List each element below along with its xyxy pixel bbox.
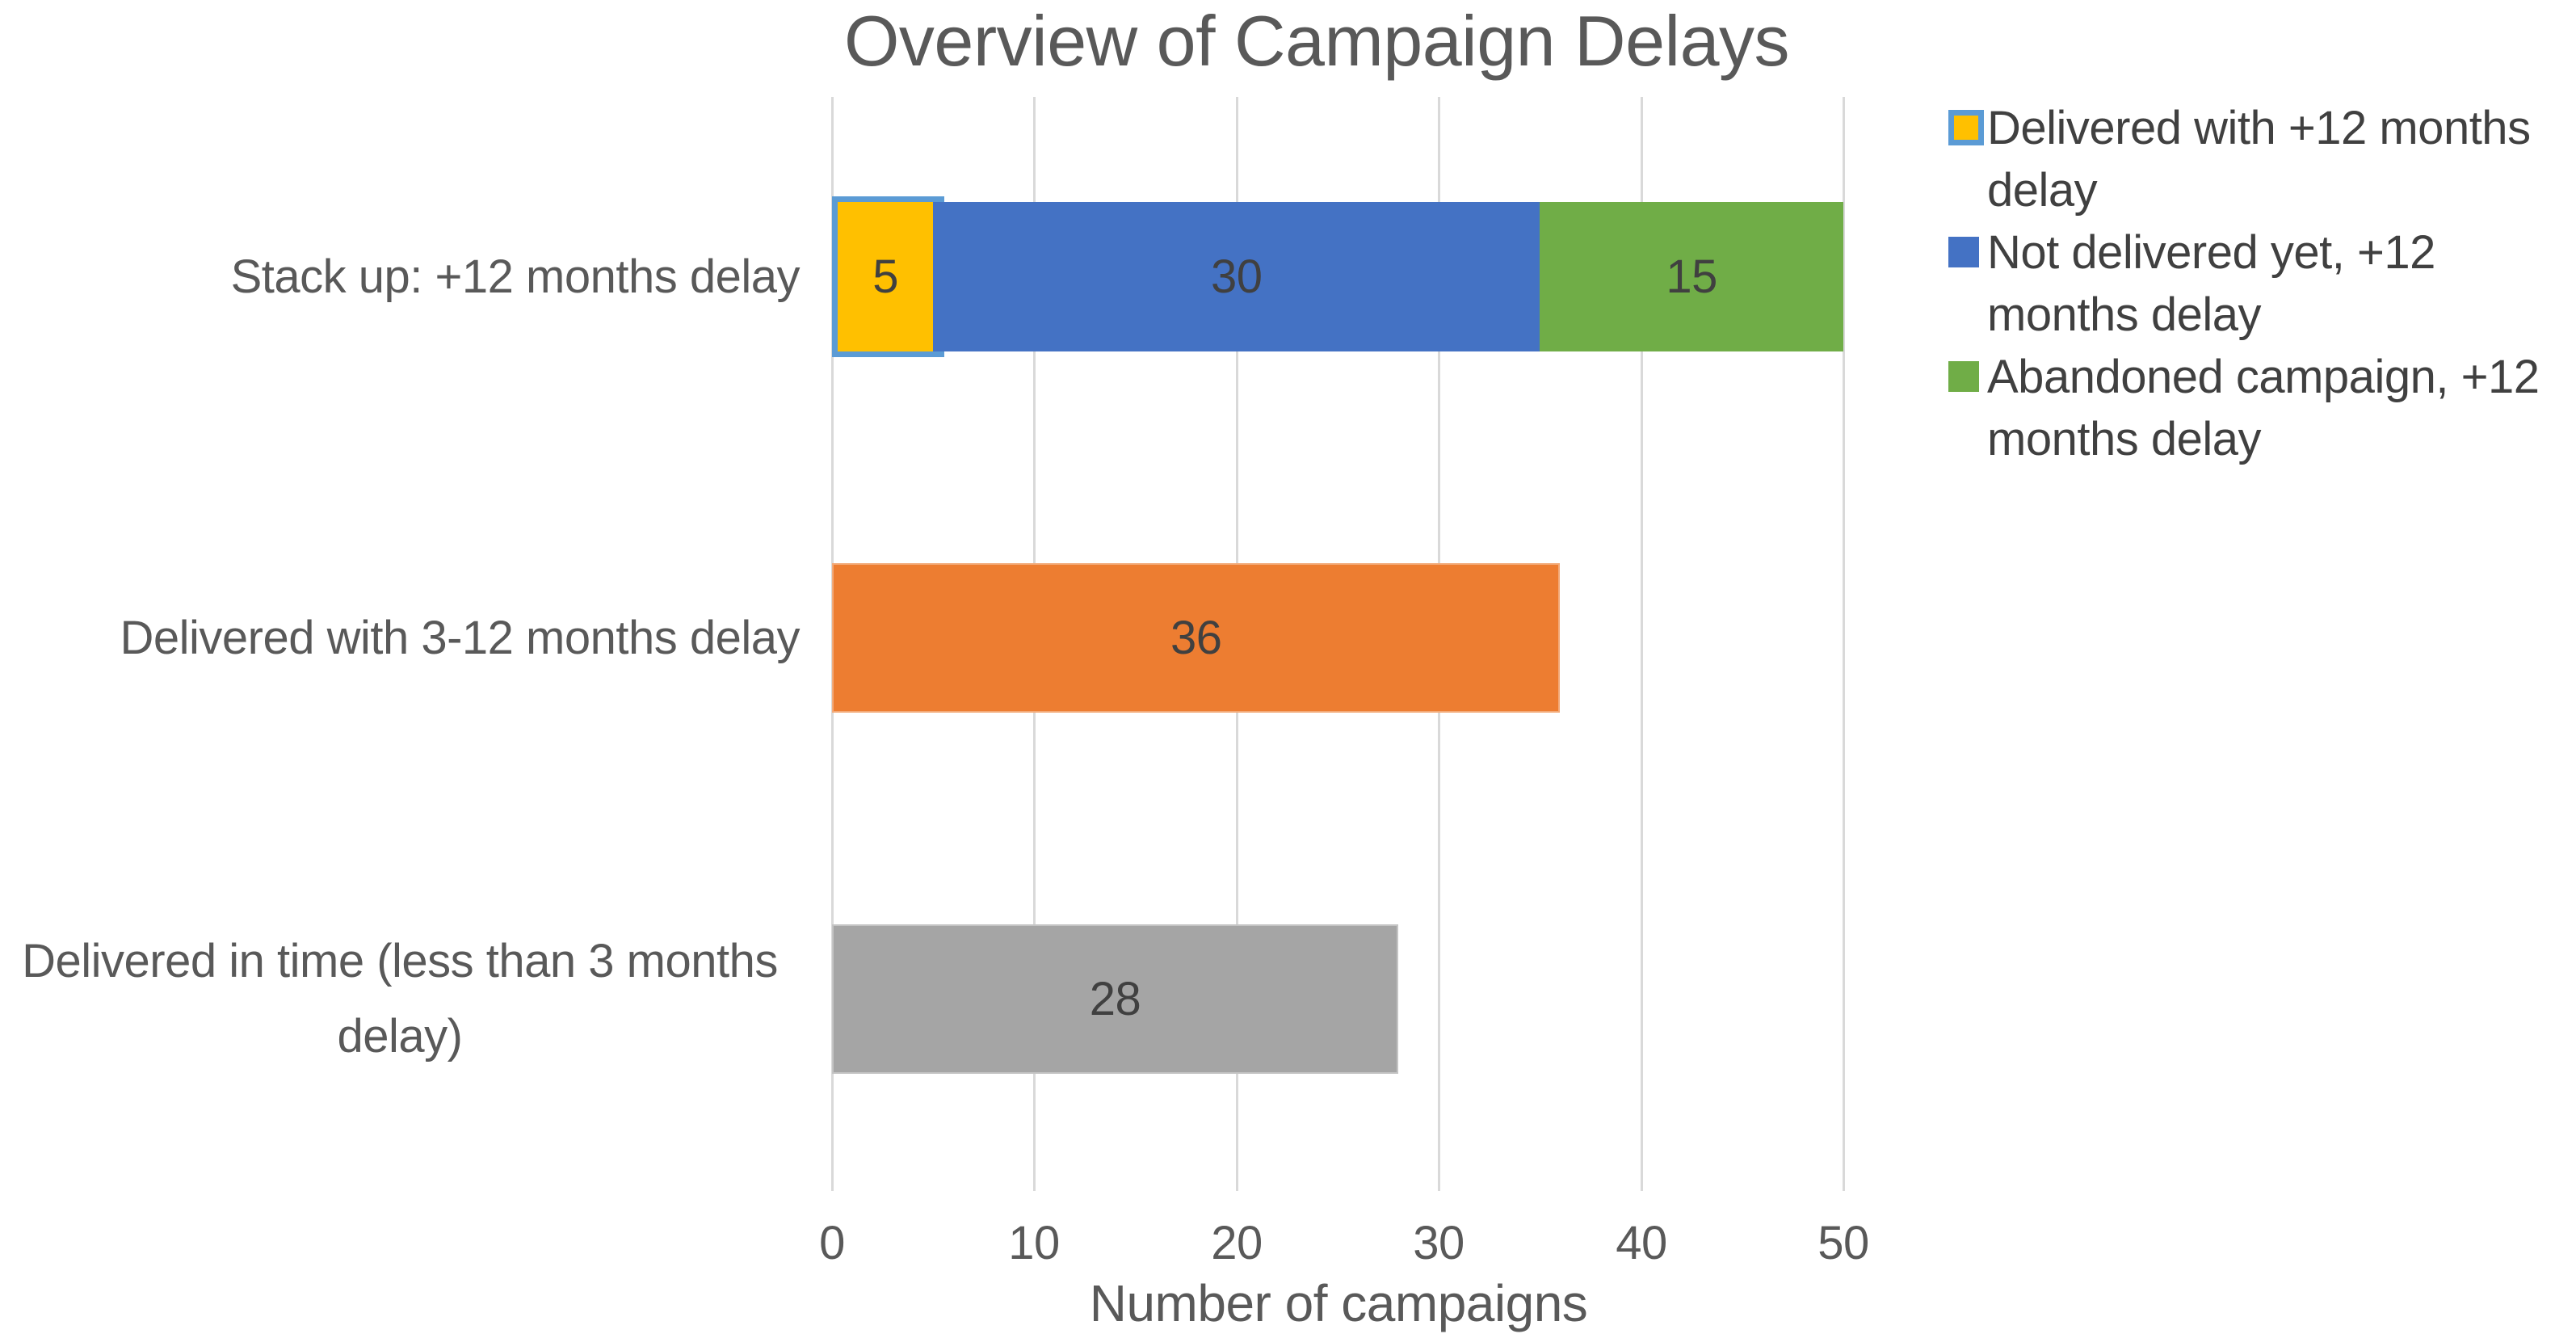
highlight-border [832, 196, 945, 357]
x-axis-tickmark [1843, 1180, 1845, 1191]
legend-item: Delivered with +12 months delay [1948, 97, 2576, 221]
legend-label: Abandoned campaign, +12 months delay [1987, 351, 2540, 465]
x-tick-label: 50 [1817, 1217, 1869, 1269]
bar-segment: 15 [1540, 202, 1843, 351]
x-tick-label: 30 [1413, 1217, 1464, 1269]
x-axis-title: Number of campaigns [1089, 1274, 1588, 1332]
x-tick-label: 20 [1211, 1217, 1263, 1269]
bar-segment: 28 [832, 924, 1399, 1074]
x-axis-tickmark [831, 1180, 834, 1191]
legend: Delivered with +12 months delay Not deliv… [1948, 97, 2576, 470]
gridline [1641, 97, 1643, 1180]
category-label: Delivered with 3-12 months delay [120, 611, 800, 664]
bar-segment: 5 [838, 202, 933, 351]
data-label: 30 [1211, 250, 1263, 303]
bar-segment: 36 [832, 563, 1561, 713]
chart-title: Overview of Campaign Delays [843, 1, 1790, 81]
legend-swatch [1948, 361, 1979, 392]
data-label: 15 [1666, 250, 1717, 303]
bar-segment: 30 [933, 202, 1540, 351]
legend-item: Not delivered yet, +12 months delay [1948, 221, 2576, 346]
data-label: 5 [872, 250, 898, 303]
x-tick-label: 40 [1616, 1217, 1667, 1269]
x-tick-label: 10 [1008, 1217, 1060, 1269]
data-label: 36 [1170, 612, 1222, 664]
x-axis-tickmark [1641, 1180, 1643, 1191]
x-axis-tickmark [1033, 1180, 1036, 1191]
legend-label: Not delivered yet, +12 months delay [1987, 226, 2435, 341]
x-axis-tickmark [1438, 1180, 1440, 1191]
legend-label: Delivered with +12 months delay [1987, 102, 2531, 217]
legend-swatch [1948, 237, 1979, 267]
legend-swatch [1948, 110, 1984, 145]
category-label: Delivered in time (less than 3 months de… [22, 934, 778, 1063]
legend-item: Abandoned campaign, +12 months delay [1948, 346, 2576, 470]
x-axis-tickmark [1236, 1180, 1238, 1191]
gridline [1843, 97, 1845, 1180]
x-tick-label: 0 [819, 1217, 845, 1269]
category-label: Stack up: +12 months delay [230, 250, 801, 303]
data-label: 28 [1089, 973, 1141, 1025]
